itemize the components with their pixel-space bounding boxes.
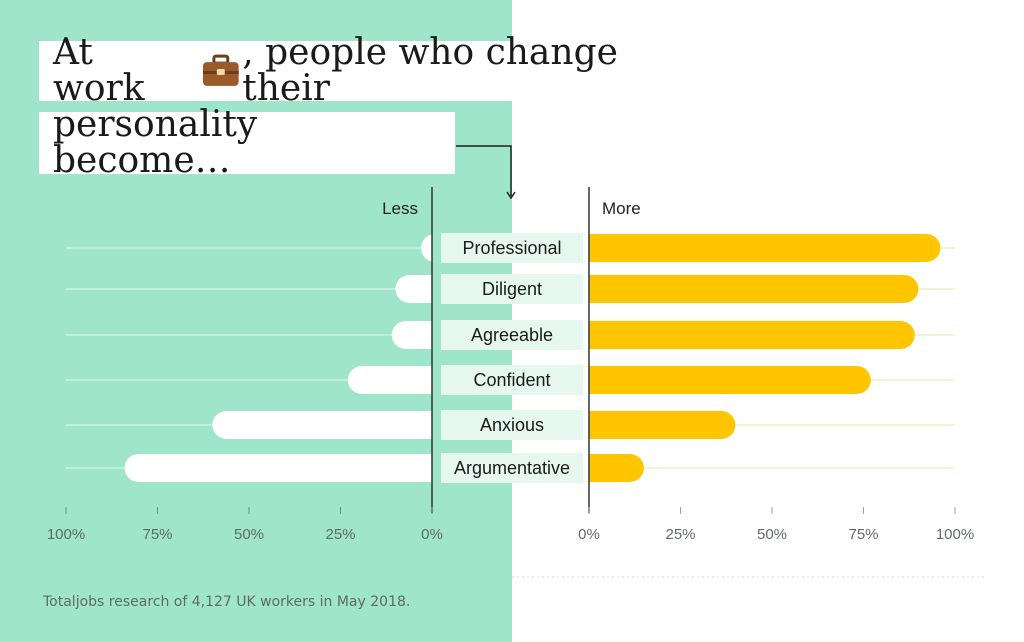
more-bar <box>589 366 871 394</box>
category-label-box <box>441 274 583 304</box>
less-tick-label: 100% <box>47 526 85 543</box>
less-bar <box>212 411 432 439</box>
briefcase-icon <box>202 54 239 86</box>
more-bar <box>589 454 644 482</box>
category-label: Anxious <box>480 415 544 435</box>
category-label-box <box>441 453 583 483</box>
category-label-box <box>441 365 583 395</box>
title-text-line2: personality become… <box>53 104 258 181</box>
title-line-1: At work , people who change their <box>39 35 727 107</box>
source-footnote: Totaljobs research of 4,127 UK workers i… <box>43 594 411 610</box>
less-tick-label: 0% <box>421 526 443 543</box>
title-connector-line <box>456 145 512 196</box>
less-tick-label: 25% <box>325 526 355 543</box>
less-bar <box>391 321 432 349</box>
title-text-start: At work <box>53 32 145 109</box>
more-tick-label: 25% <box>665 526 695 543</box>
more-bar <box>589 321 915 349</box>
category-label: Professional <box>462 238 561 258</box>
less-bar <box>395 275 432 303</box>
category-label-box <box>441 410 583 440</box>
less-side-label: Less <box>382 199 418 218</box>
more-tick-label: 75% <box>848 526 878 543</box>
more-tick-label: 100% <box>936 526 974 543</box>
title-connector-arrowhead <box>506 191 516 200</box>
more-tick-label: 50% <box>757 526 787 543</box>
title-text-end: , people who change their <box>242 32 618 109</box>
more-bar <box>589 275 919 303</box>
title-line-2: personality become… <box>39 107 455 179</box>
less-tick-label: 75% <box>142 526 172 543</box>
more-bar <box>589 234 941 262</box>
category-label: Agreeable <box>471 325 553 345</box>
more-bar <box>589 411 736 439</box>
less-bar <box>347 366 432 394</box>
category-label-box <box>441 233 583 263</box>
more-side-label: More <box>602 199 641 218</box>
more-tick-label: 0% <box>578 526 600 543</box>
category-label: Diligent <box>482 279 542 299</box>
less-tick-label: 50% <box>234 526 264 543</box>
category-label: Argumentative <box>454 458 570 478</box>
less-bar <box>124 454 433 482</box>
category-label: Confident <box>473 370 550 390</box>
less-bar <box>421 234 436 262</box>
category-label-box <box>441 320 583 350</box>
